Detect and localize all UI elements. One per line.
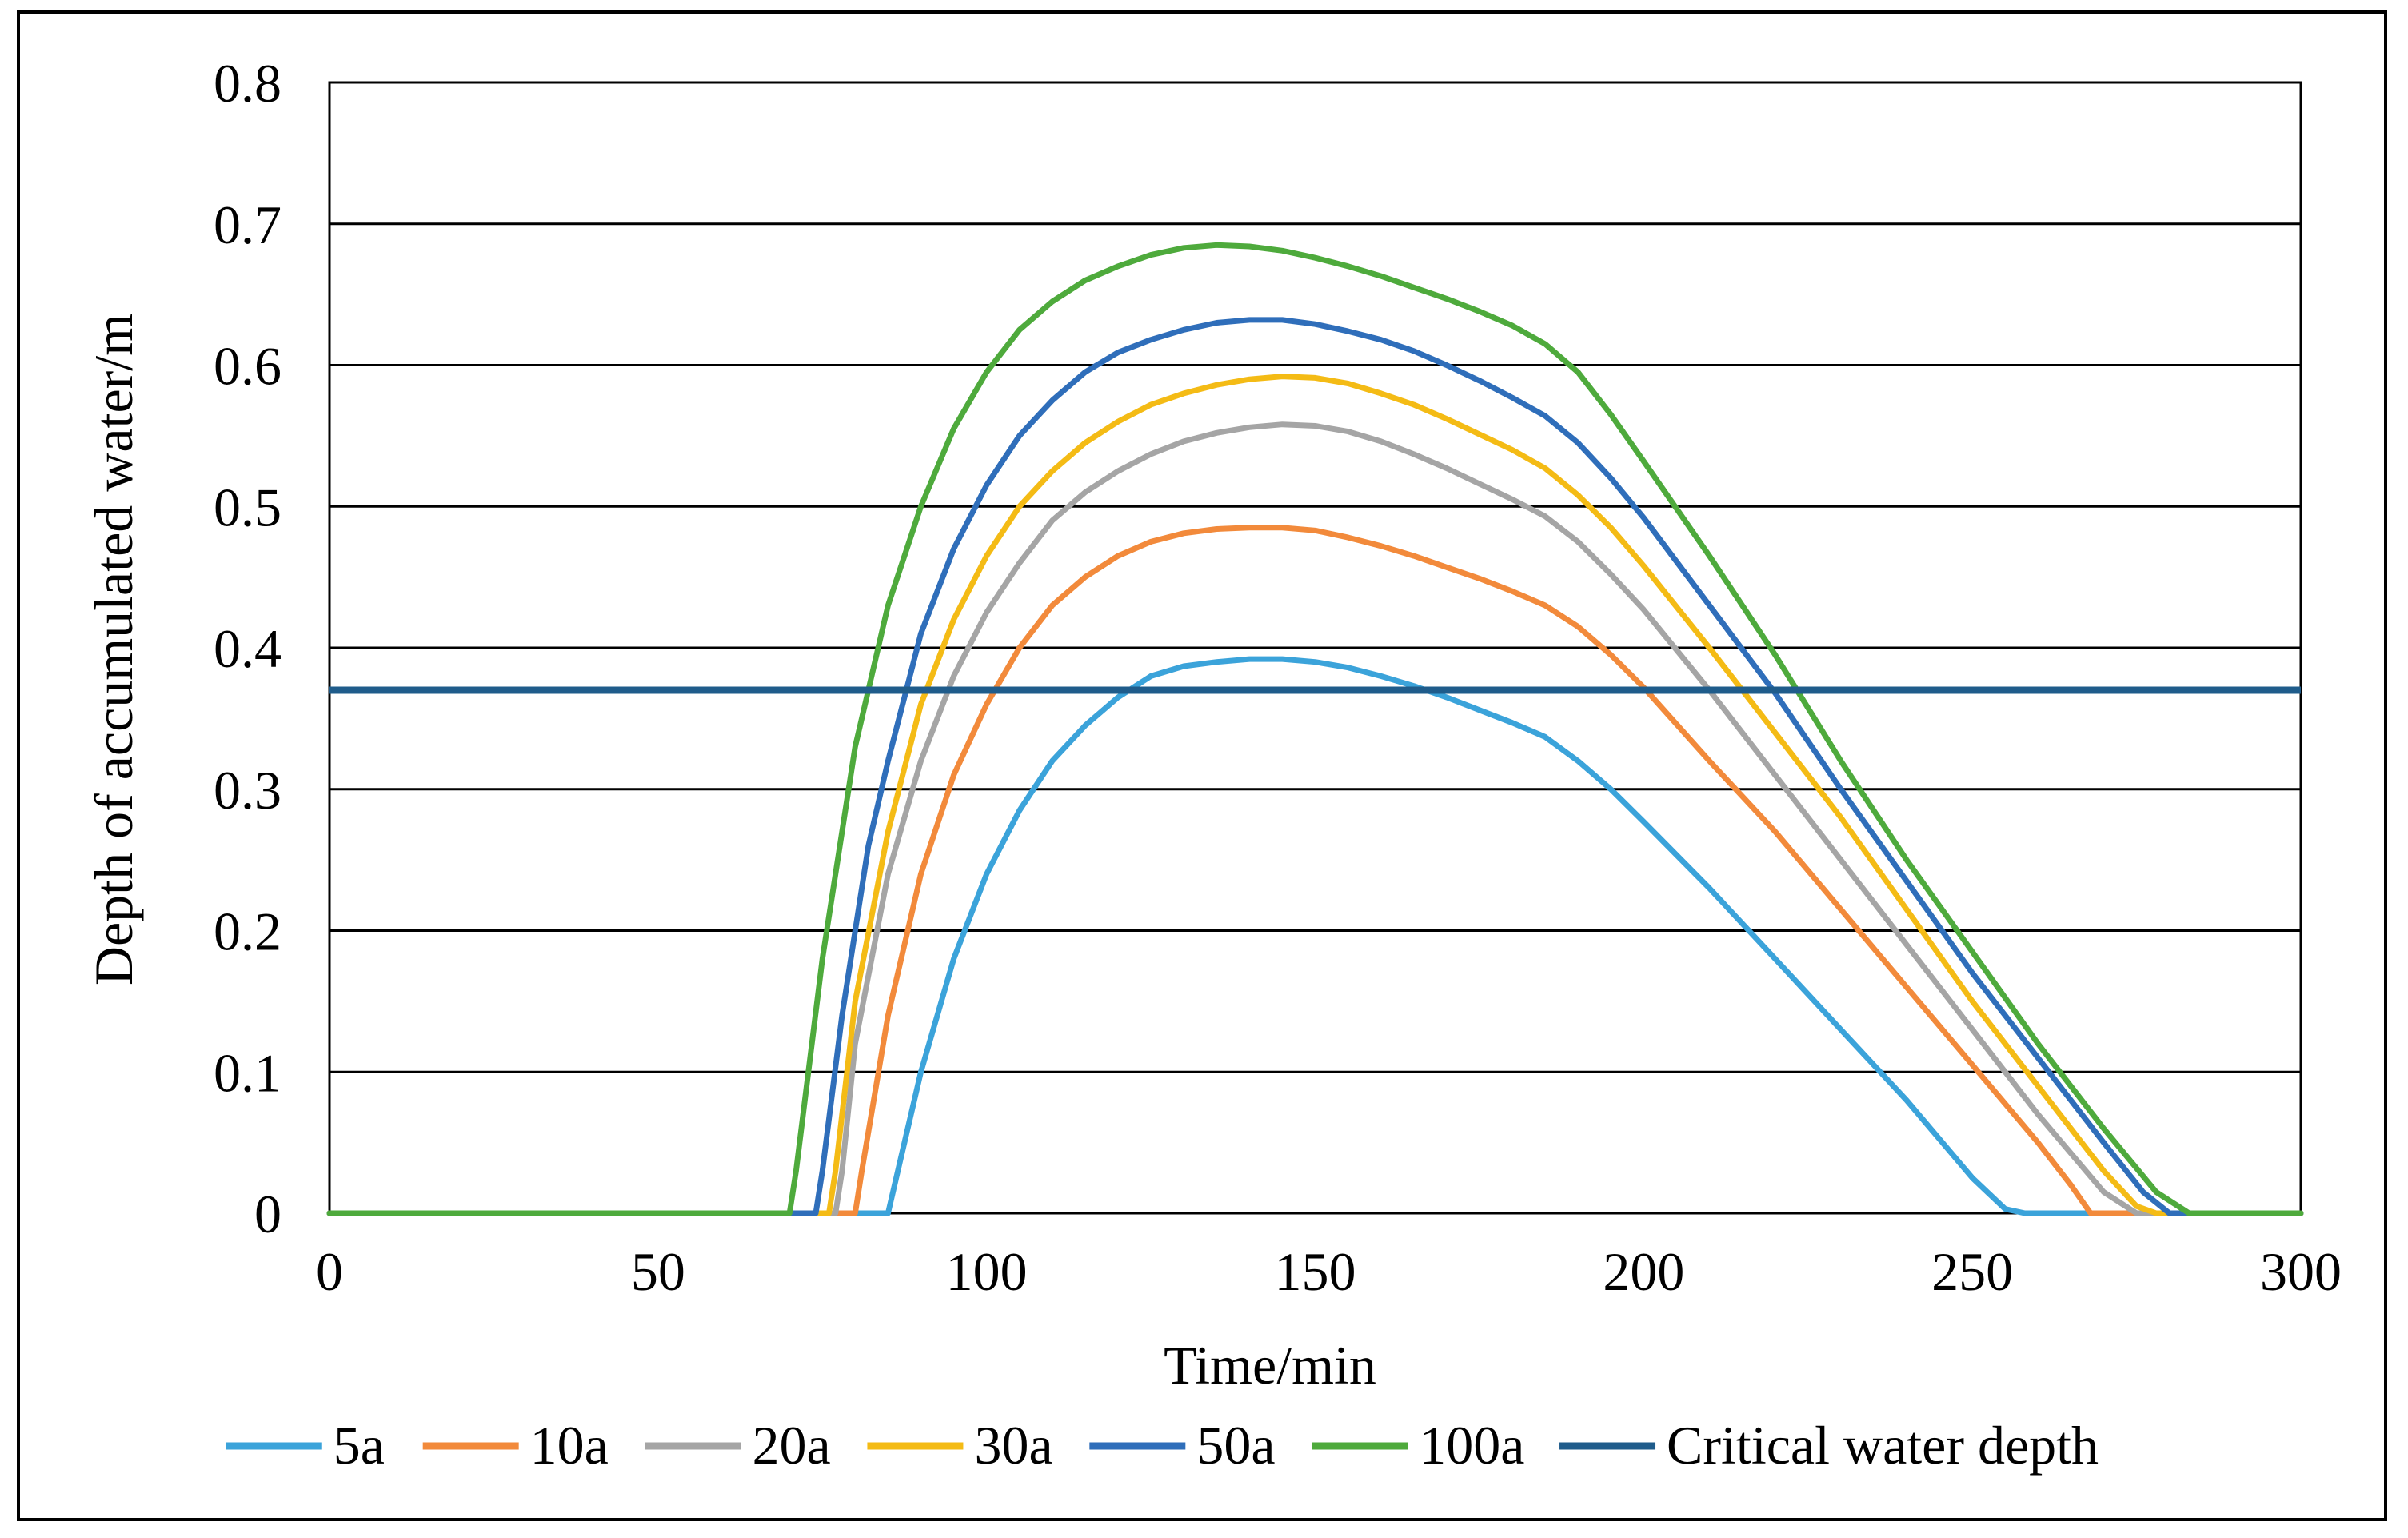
y-tick-label: 0.8 [214, 53, 282, 114]
legend-item: 30a [867, 1415, 1053, 1476]
x-axis-title: Time/min [1164, 1335, 1376, 1396]
series-line-100a [326, 242, 2304, 1216]
x-tick-label: 250 [1931, 1241, 2013, 1302]
x-tick-label: 50 [631, 1241, 685, 1302]
outer-border [17, 10, 2387, 1521]
y-tick-label: 0 [254, 1184, 282, 1244]
legend-label: 100a [1419, 1415, 1524, 1476]
y-tick-label: 0.7 [214, 194, 282, 255]
x-tick-label: 300 [2260, 1241, 2342, 1302]
legend-label: Critical water depth [1667, 1415, 2099, 1476]
y-tick-label: 0.5 [214, 477, 282, 537]
legend-label: 20a [753, 1415, 831, 1476]
series-line-20a [326, 421, 2304, 1216]
y-axis-ticks: 0 0.1 0.2 0.3 0.4 0.5 0.6 0.7 0.8 [214, 53, 282, 1244]
legend-label: 5a [333, 1415, 385, 1476]
series-line-30a [326, 374, 2304, 1216]
y-axis-title: Depth of accumulated water/m [83, 314, 144, 985]
series-line-5a [326, 656, 2304, 1216]
x-tick-label: 100 [946, 1241, 1028, 1302]
legend-item: 5a [226, 1415, 385, 1476]
plot-area-frame [328, 81, 2302, 1215]
x-axis-ticks: 0 50 100 150 200 250 300 [316, 1241, 2342, 1302]
legend-label: 10a [530, 1415, 609, 1476]
x-tick-label: 0 [316, 1241, 343, 1302]
legend-item: 20a [645, 1415, 831, 1476]
legend-item: 10a [422, 1415, 609, 1476]
x-tick-label: 150 [1275, 1241, 1356, 1302]
legend-item: Critical water depth [1559, 1415, 2099, 1476]
legend: 5a 10a 20a 30a 50a 100a Critical water depth [226, 1415, 2099, 1476]
legend-item: 50a [1089, 1415, 1276, 1476]
y-tick-label: 0.6 [214, 336, 282, 397]
series-line-10a [326, 525, 2304, 1216]
series-line-50a [326, 317, 2304, 1216]
legend-label: 50a [1196, 1415, 1275, 1476]
y-tick-label: 0.1 [214, 1042, 282, 1103]
y-tick-label: 0.2 [214, 901, 282, 962]
series-lines [326, 242, 2304, 1216]
legend-label: 30a [974, 1415, 1052, 1476]
legend-item: 100a [1312, 1415, 1524, 1476]
x-tick-label: 200 [1603, 1241, 1684, 1302]
y-tick-label: 0.4 [214, 618, 282, 679]
y-tick-label: 0.3 [214, 760, 282, 821]
